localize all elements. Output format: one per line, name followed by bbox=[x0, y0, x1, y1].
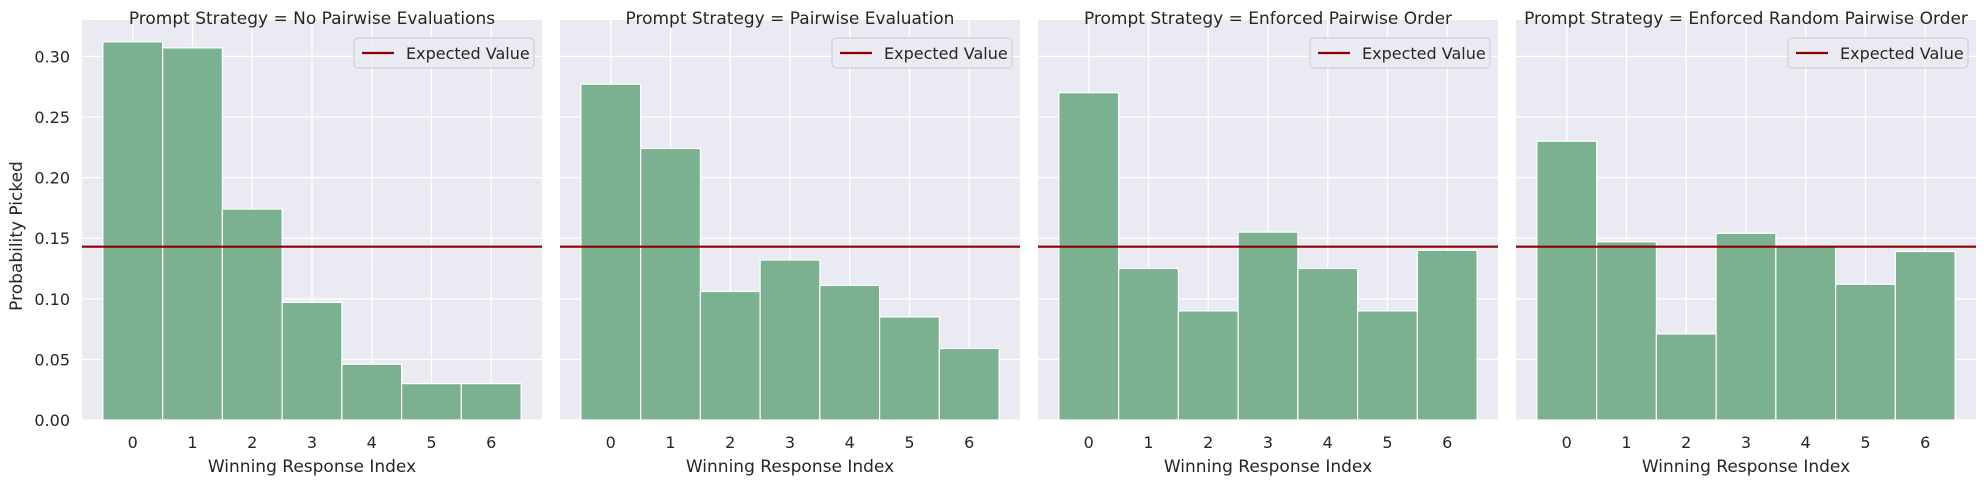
legend-label: Expected Value bbox=[1840, 44, 1964, 63]
bar-4 bbox=[1297, 267, 1359, 421]
bar-0 bbox=[580, 83, 642, 421]
bar-5 bbox=[879, 316, 940, 421]
bar-1 bbox=[162, 47, 223, 421]
x-tick-label: 4 bbox=[1323, 433, 1333, 452]
y-tick-label: 0.00 bbox=[34, 411, 70, 430]
bar-4 bbox=[341, 363, 403, 421]
legend: Expected Value bbox=[353, 37, 535, 69]
x-axis-label: Winning Response Index bbox=[208, 457, 416, 477]
x-tick-label: 4 bbox=[367, 433, 377, 452]
bar-0 bbox=[1058, 92, 1120, 421]
y-tick-label: 0.20 bbox=[34, 169, 70, 188]
x-tick-label: 1 bbox=[1621, 433, 1631, 452]
bar-0 bbox=[1536, 140, 1598, 421]
legend-box bbox=[831, 37, 1013, 69]
bar-6 bbox=[460, 383, 522, 421]
legend: Expected Value bbox=[1309, 37, 1491, 69]
bar-3 bbox=[1715, 232, 1777, 421]
bar-5 bbox=[401, 383, 462, 421]
legend-box bbox=[353, 37, 535, 69]
bar-1 bbox=[1118, 267, 1179, 421]
bar-2 bbox=[1177, 310, 1239, 421]
x-tick-label: 1 bbox=[665, 433, 675, 452]
bar-3 bbox=[1237, 231, 1299, 421]
y-tick-label: 0.25 bbox=[34, 108, 70, 127]
chart-panel-1: 0 1 2 3 4 5 6 Prompt Strategy = Pairwise Evalua… bbox=[560, 9, 1020, 477]
y-tick-label: 0.30 bbox=[34, 47, 70, 66]
x-tick-label: 0 bbox=[1084, 433, 1094, 452]
y-tick-label: 0.15 bbox=[34, 229, 70, 248]
bar-3 bbox=[281, 301, 343, 421]
x-axis-label: Winning Response Index bbox=[1164, 457, 1372, 477]
x-tick-label: 2 bbox=[725, 433, 735, 452]
x-tick-label: 0 bbox=[606, 433, 616, 452]
x-tick-label: 3 bbox=[307, 433, 317, 452]
bar-3 bbox=[759, 259, 821, 421]
x-tick-label: 6 bbox=[486, 433, 496, 452]
x-tick-label: 2 bbox=[1203, 433, 1213, 452]
panel-title: Prompt Strategy = Enforced Pairwise Orde… bbox=[1084, 9, 1452, 29]
x-tick-label: 5 bbox=[1382, 433, 1392, 452]
y-tick-label: 0.05 bbox=[34, 350, 70, 369]
panel-title: Prompt Strategy = Enforced Random Pairwi… bbox=[1524, 9, 1968, 29]
x-tick-label: 4 bbox=[1801, 433, 1811, 452]
x-axis-label: Winning Response Index bbox=[1642, 457, 1850, 477]
bar-4 bbox=[1775, 246, 1837, 421]
chart-panel-3: 0 1 2 3 4 5 6 Prompt Strategy = Enforced Random… bbox=[1516, 9, 1976, 477]
x-tick-label: 3 bbox=[1263, 433, 1273, 452]
bar-6 bbox=[1894, 250, 1956, 421]
x-axis-label: Winning Response Index bbox=[686, 457, 894, 477]
bar-6 bbox=[938, 347, 1000, 421]
legend-label: Expected Value bbox=[884, 44, 1008, 63]
y-tick-label: 0.10 bbox=[34, 290, 70, 309]
x-tick-label: 1 bbox=[1143, 433, 1153, 452]
legend-label: Expected Value bbox=[1362, 44, 1486, 63]
legend-box bbox=[1787, 37, 1969, 69]
x-tick-label: 0 bbox=[128, 433, 138, 452]
x-tick-label: 6 bbox=[1920, 433, 1930, 452]
x-tick-label: 0 bbox=[1562, 433, 1572, 452]
legend: Expected Value bbox=[831, 37, 1013, 69]
panel-title: Prompt Strategy = Pairwise Evaluation bbox=[626, 9, 955, 29]
bar-2 bbox=[699, 290, 761, 421]
legend-box bbox=[1309, 37, 1491, 69]
x-tick-label: 6 bbox=[964, 433, 974, 452]
chart-panel-2: 0 1 2 3 4 5 6 Prompt Strategy = Enforced Pairwi… bbox=[1038, 9, 1498, 477]
bar-4 bbox=[819, 284, 881, 421]
x-tick-label: 3 bbox=[1741, 433, 1751, 452]
x-tick-label: 3 bbox=[785, 433, 795, 452]
x-tick-label: 2 bbox=[247, 433, 257, 452]
x-tick-label: 5 bbox=[904, 433, 914, 452]
bar-0 bbox=[102, 41, 164, 421]
bar-6 bbox=[1416, 249, 1478, 421]
x-tick-label: 1 bbox=[187, 433, 197, 452]
bar-1 bbox=[640, 147, 701, 421]
x-tick-label: 2 bbox=[1681, 433, 1691, 452]
x-tick-label: 4 bbox=[845, 433, 855, 452]
bar-5 bbox=[1357, 310, 1418, 421]
x-tick-label: 5 bbox=[426, 433, 436, 452]
bar-2 bbox=[221, 208, 283, 421]
x-tick-label: 6 bbox=[1442, 433, 1452, 452]
bar-2 bbox=[1655, 333, 1717, 421]
bar-1 bbox=[1596, 241, 1657, 421]
bar-5 bbox=[1835, 283, 1896, 421]
y-axis-label: Probability Picked bbox=[7, 161, 27, 311]
legend-label: Expected Value bbox=[406, 44, 530, 63]
x-tick-label: 5 bbox=[1860, 433, 1870, 452]
legend: Expected Value bbox=[1787, 37, 1969, 69]
chart-panel-0: 0 1 2 3 4 5 6 0.00 0.05 0.10 0.15 0.20 0.25 0.30 Promp… bbox=[34, 9, 542, 477]
panel-title: Prompt Strategy = No Pairwise Evaluation… bbox=[129, 9, 495, 29]
